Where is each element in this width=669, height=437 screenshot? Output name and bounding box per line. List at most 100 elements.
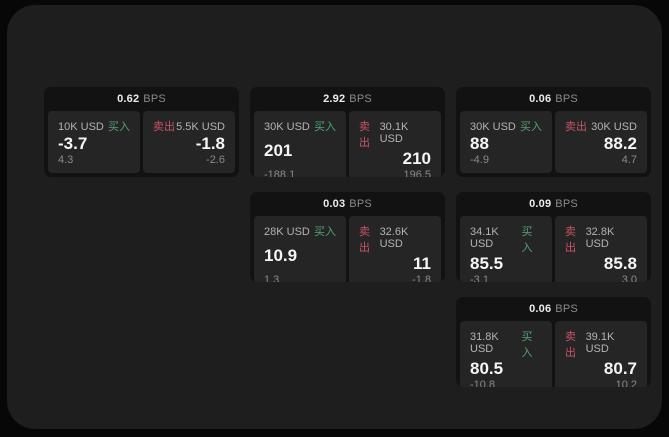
sell-sub-value: 3.0 [621,273,637,282]
bps-header: 0.09 BPS [456,192,651,216]
bid-ask-panels: 28K USD 买入 10.9 1.3 卖出 32.6K USD 11 -1.8 [250,216,445,282]
buy-price: 85.5 [470,254,504,273]
sell-sub-value: -1.8 [412,273,431,282]
buy-side-label: 买入 [108,121,130,133]
bps-value: 0.06 [529,93,552,105]
sell-panel-top: 卖出 30K USD [565,118,637,134]
sell-size: 30.1K USD [379,121,409,145]
bps-unit-label: BPS [555,303,578,315]
sell-side-label: 卖出 [565,226,576,254]
bid-ask-panels: 10K USD 买入 -3.7 4.3 卖出 5.5K USD -1.8 -2.… [44,111,239,177]
bps-header: 0.06 BPS [456,87,651,111]
bps-value: 0.62 [117,93,140,105]
sell-sub-value: -2.6 [206,154,225,166]
sell-price: 80.7 [603,359,637,378]
buy-panel-top: 30K USD 买入 [264,118,336,134]
sell-panel-top: 卖出 32.6K USD [359,223,431,255]
bps-unit-label: BPS [143,93,166,105]
buy-price: 201 [264,141,293,160]
buy-sub-value: -188.1 [264,168,296,177]
buy-panel[interactable]: 10K USD 买入 -3.7 4.3 [48,111,140,173]
buy-size: 30K USD [470,121,516,133]
sell-size: 5.5K USD [176,121,225,133]
sell-price: 85.8 [603,254,637,273]
buy-size: 31.8K USD [470,331,499,355]
buy-panel[interactable]: 34.1K USD 买入 85.5 -3.1 [460,216,552,282]
buy-size: 28K USD [264,226,310,238]
sell-price: 88.2 [603,133,637,153]
sell-size: 30K USD [591,121,637,133]
sell-sub-value: 196.5 [403,168,431,177]
buy-size: 10K USD [58,121,104,133]
buy-panel[interactable]: 31.8K USD 买入 80.5 -10.8 [460,321,552,387]
bps-header: 0.06 BPS [456,297,651,321]
sell-panel[interactable]: 卖出 39.1K USD 80.7 10.2 [555,321,647,387]
buy-side-label: 买入 [314,121,336,133]
buy-panel[interactable]: 30K USD 买入 201 -188.1 [254,111,346,177]
buy-panel[interactable]: 30K USD 买入 88 -4.9 [460,111,552,173]
buy-side-label: 买入 [520,121,542,133]
bps-unit-label: BPS [555,198,578,210]
app-window: 0.62 BPS 10K USD 买入 -3.7 4.3 卖出 [7,5,662,429]
sell-size: 32.6K USD [379,226,409,250]
sell-panel[interactable]: 卖出 5.5K USD -1.8 -2.6 [143,111,235,173]
bps-header: 0.03 BPS [250,192,445,216]
sell-sub-value: 4.7 [621,154,637,166]
sell-panel-top: 卖出 39.1K USD [565,328,637,360]
buy-side-label: 买入 [314,226,336,238]
bps-value: 0.09 [529,198,552,210]
buy-price: 10.9 [264,246,298,265]
buy-price: 88 [470,133,489,153]
bps-unit-label: BPS [349,198,372,210]
buy-panel-top: 31.8K USD 买入 [470,328,542,360]
sell-price: 11 [413,254,431,273]
sell-side-label: 卖出 [359,226,370,254]
buy-panel-top: 30K USD 买入 [470,118,542,134]
buy-sub-value: -4.9 [470,154,489,166]
quote-card: 0.06 BPS 30K USD 买入 88 -4.9 卖出 [456,87,651,177]
sell-panel[interactable]: 卖出 30K USD 88.2 4.7 [555,111,647,173]
quote-card: 2.92 BPS 30K USD 买入 201 -188.1 卖出 [250,87,445,177]
sell-panel-top: 卖出 30.1K USD [359,118,431,150]
buy-sub-value: -3.1 [470,273,489,282]
sell-panel-top: 卖出 32.8K USD [565,223,637,255]
buy-side-label: 买入 [521,226,533,254]
bid-ask-panels: 34.1K USD 买入 85.5 -3.1 卖出 32.8K USD 85.8… [456,216,651,282]
sell-size: 32.8K USD [585,226,615,250]
quote-cards-grid: 0.62 BPS 10K USD 买入 -3.7 4.3 卖出 [44,87,651,387]
buy-panel-top: 28K USD 买入 [264,223,336,239]
sell-panel[interactable]: 卖出 32.6K USD 11 -1.8 [349,216,441,282]
sell-side-label: 卖出 [153,121,175,133]
buy-price: -3.7 [58,133,88,153]
bid-ask-panels: 30K USD 买入 201 -188.1 卖出 30.1K USD 210 1… [250,111,445,177]
sell-size: 39.1K USD [585,331,615,355]
sell-panel[interactable]: 卖出 30.1K USD 210 196.5 [349,111,441,177]
sell-side-label: 卖出 [359,121,370,149]
quote-card: 0.06 BPS 31.8K USD 买入 80.5 -10.8 卖 [456,297,651,387]
quote-card: 0.03 BPS 28K USD 买入 10.9 1.3 卖出 [250,192,445,282]
bid-ask-panels: 30K USD 买入 88 -4.9 卖出 30K USD 88.2 4.7 [456,111,651,177]
bps-header: 0.62 BPS [44,87,239,111]
buy-size: 34.1K USD [470,226,499,250]
sell-panel[interactable]: 卖出 32.8K USD 85.8 3.0 [555,216,647,282]
quote-card: 0.62 BPS 10K USD 买入 -3.7 4.3 卖出 [44,87,239,177]
sell-price: 210 [402,149,431,168]
bps-unit-label: BPS [555,93,578,105]
bid-ask-panels: 31.8K USD 买入 80.5 -10.8 卖出 39.1K USD 80.… [456,321,651,387]
bps-value: 0.03 [323,198,346,210]
bps-header: 2.92 BPS [250,87,445,111]
bps-unit-label: BPS [349,93,372,105]
bps-value: 0.06 [529,303,552,315]
buy-panel[interactable]: 28K USD 买入 10.9 1.3 [254,216,346,282]
sell-side-label: 卖出 [565,121,587,133]
quote-card: 0.09 BPS 34.1K USD 买入 85.5 -3.1 卖出 [456,192,651,282]
sell-panel-top: 卖出 5.5K USD [153,118,225,134]
buy-sub-value: -10.8 [470,378,496,387]
buy-size: 30K USD [264,121,310,133]
buy-panel-top: 10K USD 买入 [58,118,130,134]
sell-price: -1.8 [195,133,225,153]
sell-sub-value: 10.2 [615,378,637,387]
buy-price: 80.5 [470,359,504,378]
buy-sub-value: 1.3 [264,273,280,282]
